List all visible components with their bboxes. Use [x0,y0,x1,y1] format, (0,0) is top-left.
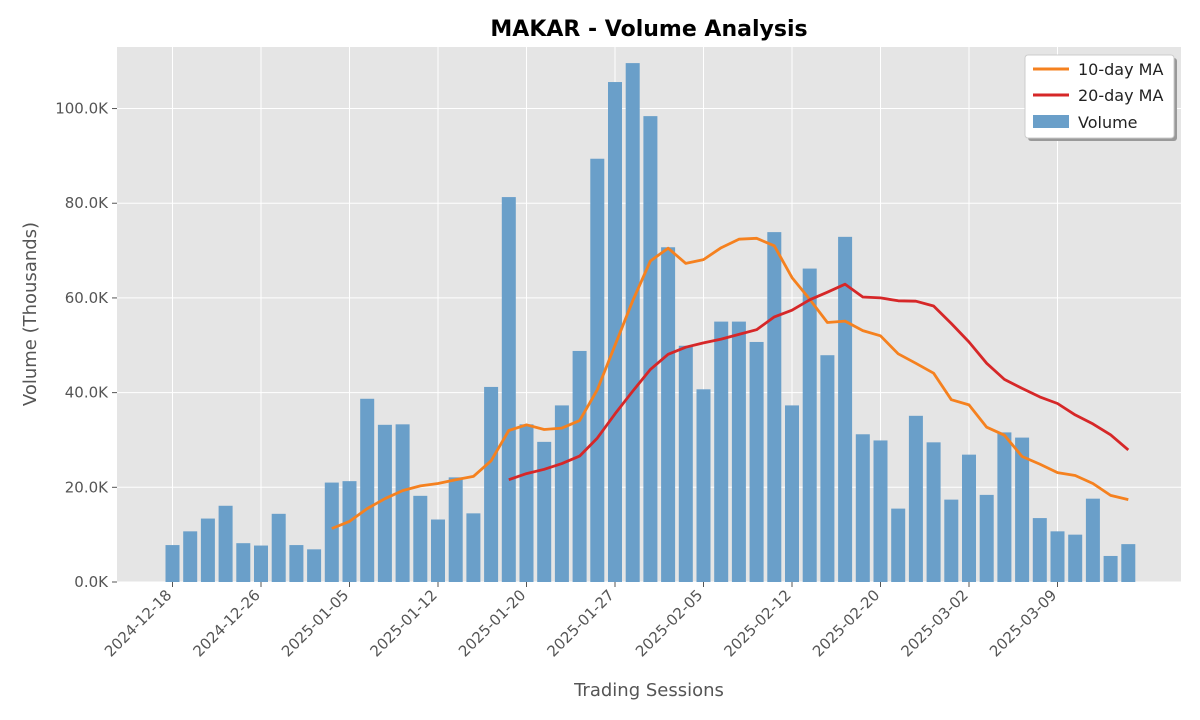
ma10-line [331,236,1129,530]
legend-label-10-day-ma: 10-day MA [1078,60,1163,79]
volume-bar [165,545,180,582]
volume-bar [625,63,640,582]
volume-bar [908,415,923,582]
volume-bar [342,481,357,582]
x-tick-label: 2025-03-02 [897,586,971,660]
volume-bar [678,345,693,582]
volume-bar [200,518,215,582]
volume-bar [289,545,304,582]
volume-bar [891,508,906,582]
volume-bar [1121,544,1136,582]
x-tick-label: 2025-02-20 [809,586,883,660]
volume-bar [696,389,711,582]
volume-bar [820,355,835,582]
volume-bar [855,434,870,582]
volume-bar [519,424,534,582]
volume-bar [572,350,587,582]
y-tick-label: 20.0K [65,478,109,496]
volume-bar [785,405,799,582]
x-tick-label: 2025-01-05 [278,586,352,660]
volume-bar [962,454,976,582]
volume-bar [554,405,569,582]
volume-bar [413,495,428,582]
x-tick-label: 2024-12-26 [189,586,263,660]
volume-bar [537,441,552,582]
volume-bar [1085,498,1100,582]
y-tick-label: 60.0K [65,289,109,307]
volume-bar [1068,534,1083,582]
volume-bar [307,549,322,582]
volume-bar [997,432,1012,582]
volume-bar [484,386,499,582]
volume-bar [643,116,658,582]
volume-bar [767,232,782,582]
volume-bar [944,499,959,582]
volume-bar [608,82,622,582]
volume-bar [714,321,729,582]
volume-bar [802,268,817,582]
volume-bar [501,197,516,582]
volume-bar [1015,437,1030,582]
chart-title: MAKAR - Volume Analysis [490,17,807,42]
x-tick-label: 2025-01-12 [366,586,440,660]
volume-bar [749,341,764,582]
y-tick-label: 80.0K [65,194,109,212]
volume-bar [1103,555,1118,582]
volume-bar [731,321,746,582]
legend-label-volume: Volume [1078,113,1138,132]
volume-bar [926,442,941,582]
x-axis-label: Trading Sessions [573,680,724,701]
volume-bar [1032,518,1047,582]
y-axis-ticks: 0.0K 20.0K 40.0K 60.0K 80.0K 100.0K [55,100,117,591]
ma20-line [508,282,1130,482]
volume-bar [324,482,339,582]
y-tick-label: 0.0K [74,573,109,591]
volume-bar [466,513,481,582]
volume-bar [218,505,233,582]
x-tick-label: 2025-01-20 [455,586,529,660]
volume-bar [395,424,410,582]
volume-bar [254,545,268,582]
legend-label-20-day-ma: 20-day MA [1078,86,1163,105]
x-tick-label: 2025-02-05 [632,586,706,660]
x-tick-label: 2025-01-27 [543,586,617,660]
y-axis-label: Volume (Thousands) [20,222,41,406]
y-tick-label: 40.0K [65,384,109,402]
volume-bar [979,494,994,582]
x-tick-label: 2025-03-09 [986,586,1060,660]
volume-bar [236,543,251,582]
volume-bar [360,398,375,582]
legend-swatch-volume [1033,115,1069,128]
volume-bar [377,424,392,582]
x-axis-ticks: 2024-12-18 2024-12-26 2025-01-05 2025-01-12… [101,582,1060,660]
volume-bar [183,531,198,582]
x-tick-label: 2024-12-18 [101,586,175,660]
volume-bar [590,158,605,583]
volume-bar [873,440,888,582]
volume-bar [271,513,286,582]
x-tick-label: 2025-02-12 [720,586,794,660]
legend: 10-day MA 20-day MA Volume [1024,54,1177,141]
volume-bar [431,519,445,582]
volume-bar [448,477,463,582]
ma-lines [331,236,1130,530]
volume-bar [1050,531,1065,582]
y-tick-label: 100.0K [55,100,109,118]
volume-bar [661,247,676,583]
